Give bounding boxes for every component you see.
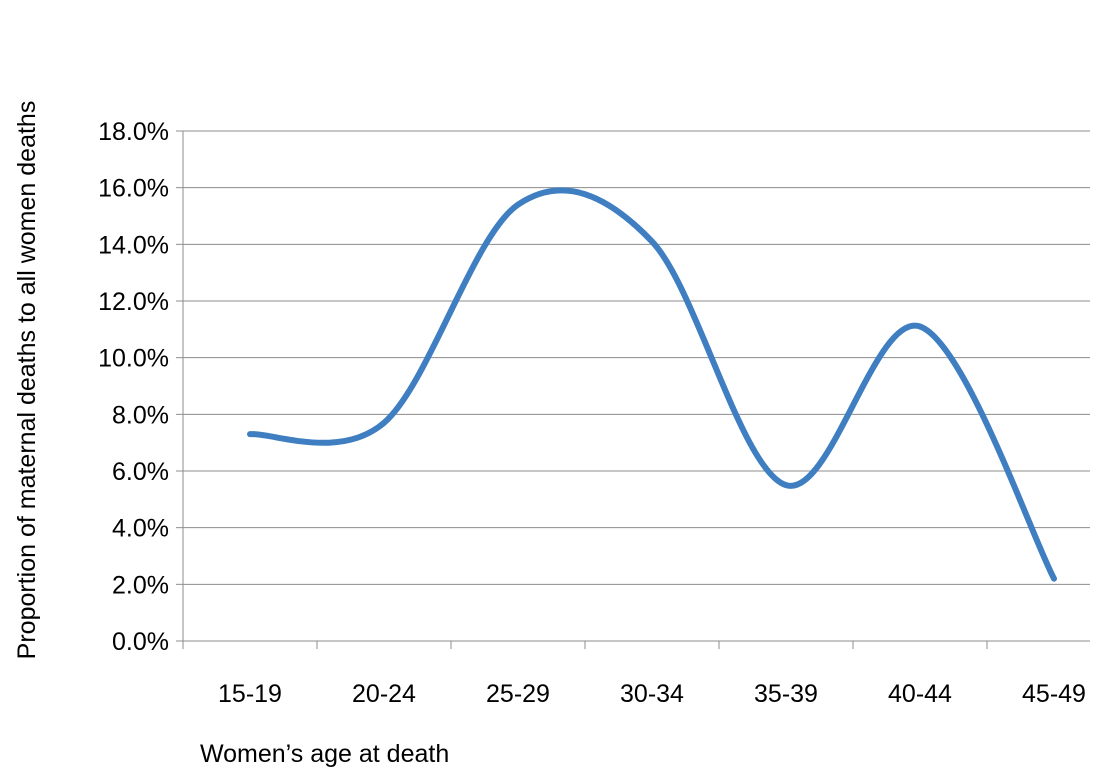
x-tick-label: 35-39 [754,680,818,708]
x-axis-title: Women’s age at death [200,740,449,768]
y-tick-label: 12.0% [98,288,169,316]
x-tick-label: 15-19 [218,680,282,708]
y-tick-label: 2.0% [112,571,169,599]
y-axis-title: Proportion of maternal deaths to all wom… [13,101,41,660]
y-tick-labels: 0.0% 2.0% 4.0% 6.0% 8.0% 10.0% 12.0% 14.0% 16.0%… [98,118,169,656]
y-tick-label: 6.0% [112,458,169,486]
y-tick-label: 10.0% [98,345,169,373]
x-tick-labels: 15-19 20-24 25-29 30-34 35-39 40-44 45-49 [218,680,1086,708]
x-tick-label: 30-34 [620,680,684,708]
x-tick-label: 40-44 [888,680,952,708]
series-lines [247,187,1057,582]
x-tick-label: 45-49 [1022,680,1086,708]
x-tick-label: 25-29 [486,680,550,708]
y-tick-label: 4.0% [112,515,169,543]
y-tick-label: 8.0% [112,401,169,429]
y-tick-label: 0.0% [112,628,169,656]
y-tick-label: 16.0% [98,175,169,203]
y-tick-label: 18.0% [98,118,169,146]
gridlines [183,130,1090,642]
y-tick-label: 14.0% [98,231,169,259]
x-tick-label: 20-24 [352,680,416,708]
series-line [247,187,1057,582]
axes [176,130,988,649]
